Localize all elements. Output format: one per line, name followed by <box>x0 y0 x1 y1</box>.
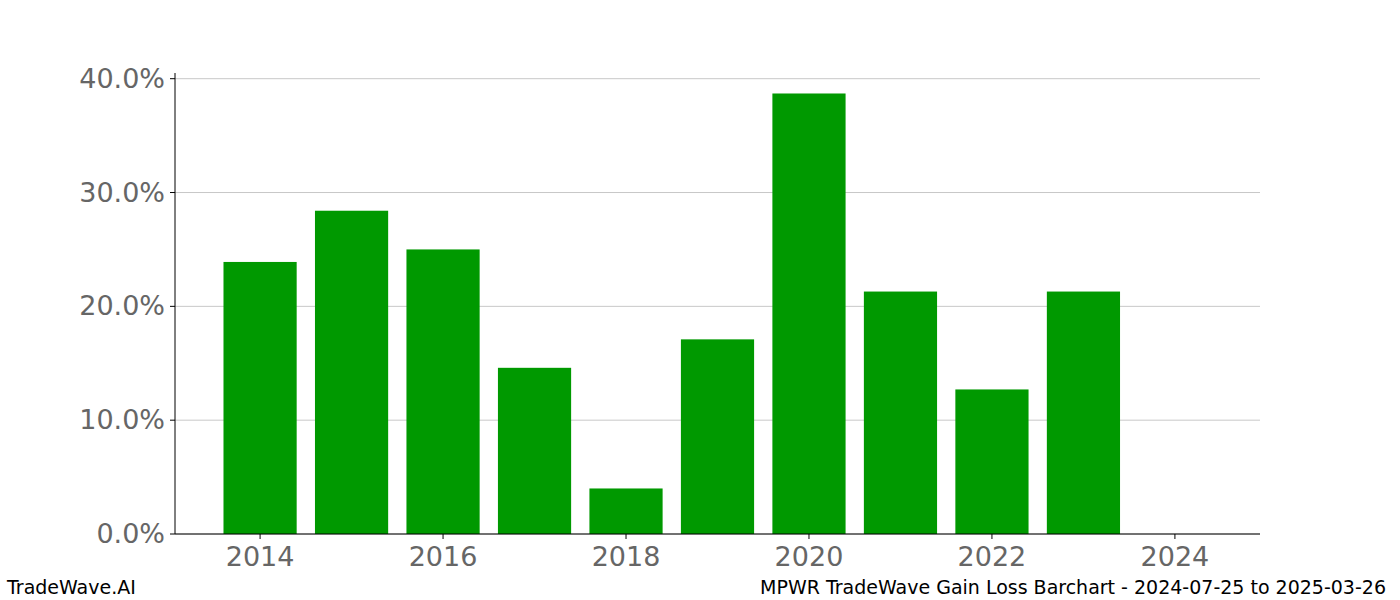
bar <box>1047 292 1120 534</box>
bar <box>681 339 754 534</box>
grid-line <box>175 534 1260 535</box>
x-tick <box>260 534 261 539</box>
x-tick <box>1174 534 1175 539</box>
y-axis <box>175 73 176 534</box>
y-tick-label: 40.0% <box>79 63 165 94</box>
grid-line <box>175 192 1260 193</box>
x-tick-label: 2022 <box>958 541 1027 572</box>
x-tick <box>808 534 809 539</box>
x-tick <box>991 534 992 539</box>
bar <box>315 211 388 534</box>
bar <box>864 292 937 534</box>
bar <box>589 488 662 534</box>
x-tick-label: 2016 <box>409 541 478 572</box>
bar <box>772 93 845 534</box>
title: MPWR TradeWave Gain Loss Barchart - 2024… <box>760 576 1386 598</box>
y-tick <box>170 78 175 79</box>
y-tick-label: 30.0% <box>79 177 165 208</box>
y-tick <box>170 534 175 535</box>
y-tick <box>170 306 175 307</box>
bars <box>223 93 1120 534</box>
grid-line <box>175 78 1260 79</box>
y-tick-label: 0.0% <box>96 518 165 549</box>
x-tick <box>626 534 627 539</box>
bar <box>223 262 296 534</box>
x-tick-label: 2018 <box>592 541 661 572</box>
y-tick <box>170 192 175 193</box>
annotation: TradeWave.AI <box>6 576 136 598</box>
x-tick-label: 2024 <box>1141 541 1210 572</box>
x-tick-label: 2014 <box>226 541 295 572</box>
x-tick-label: 2020 <box>775 541 844 572</box>
y-tick <box>170 420 175 421</box>
bar <box>406 249 479 534</box>
bar <box>955 389 1028 534</box>
chart: 0.0% 10.0% 20.0% 30.0% 40.0% 2014 2016 2018 2020… <box>0 0 1400 600</box>
x-tick <box>443 534 444 539</box>
y-tick-label: 20.0% <box>79 290 165 321</box>
bar <box>498 368 571 534</box>
y-tick-label: 10.0% <box>79 404 165 435</box>
x-axis <box>175 534 1260 535</box>
